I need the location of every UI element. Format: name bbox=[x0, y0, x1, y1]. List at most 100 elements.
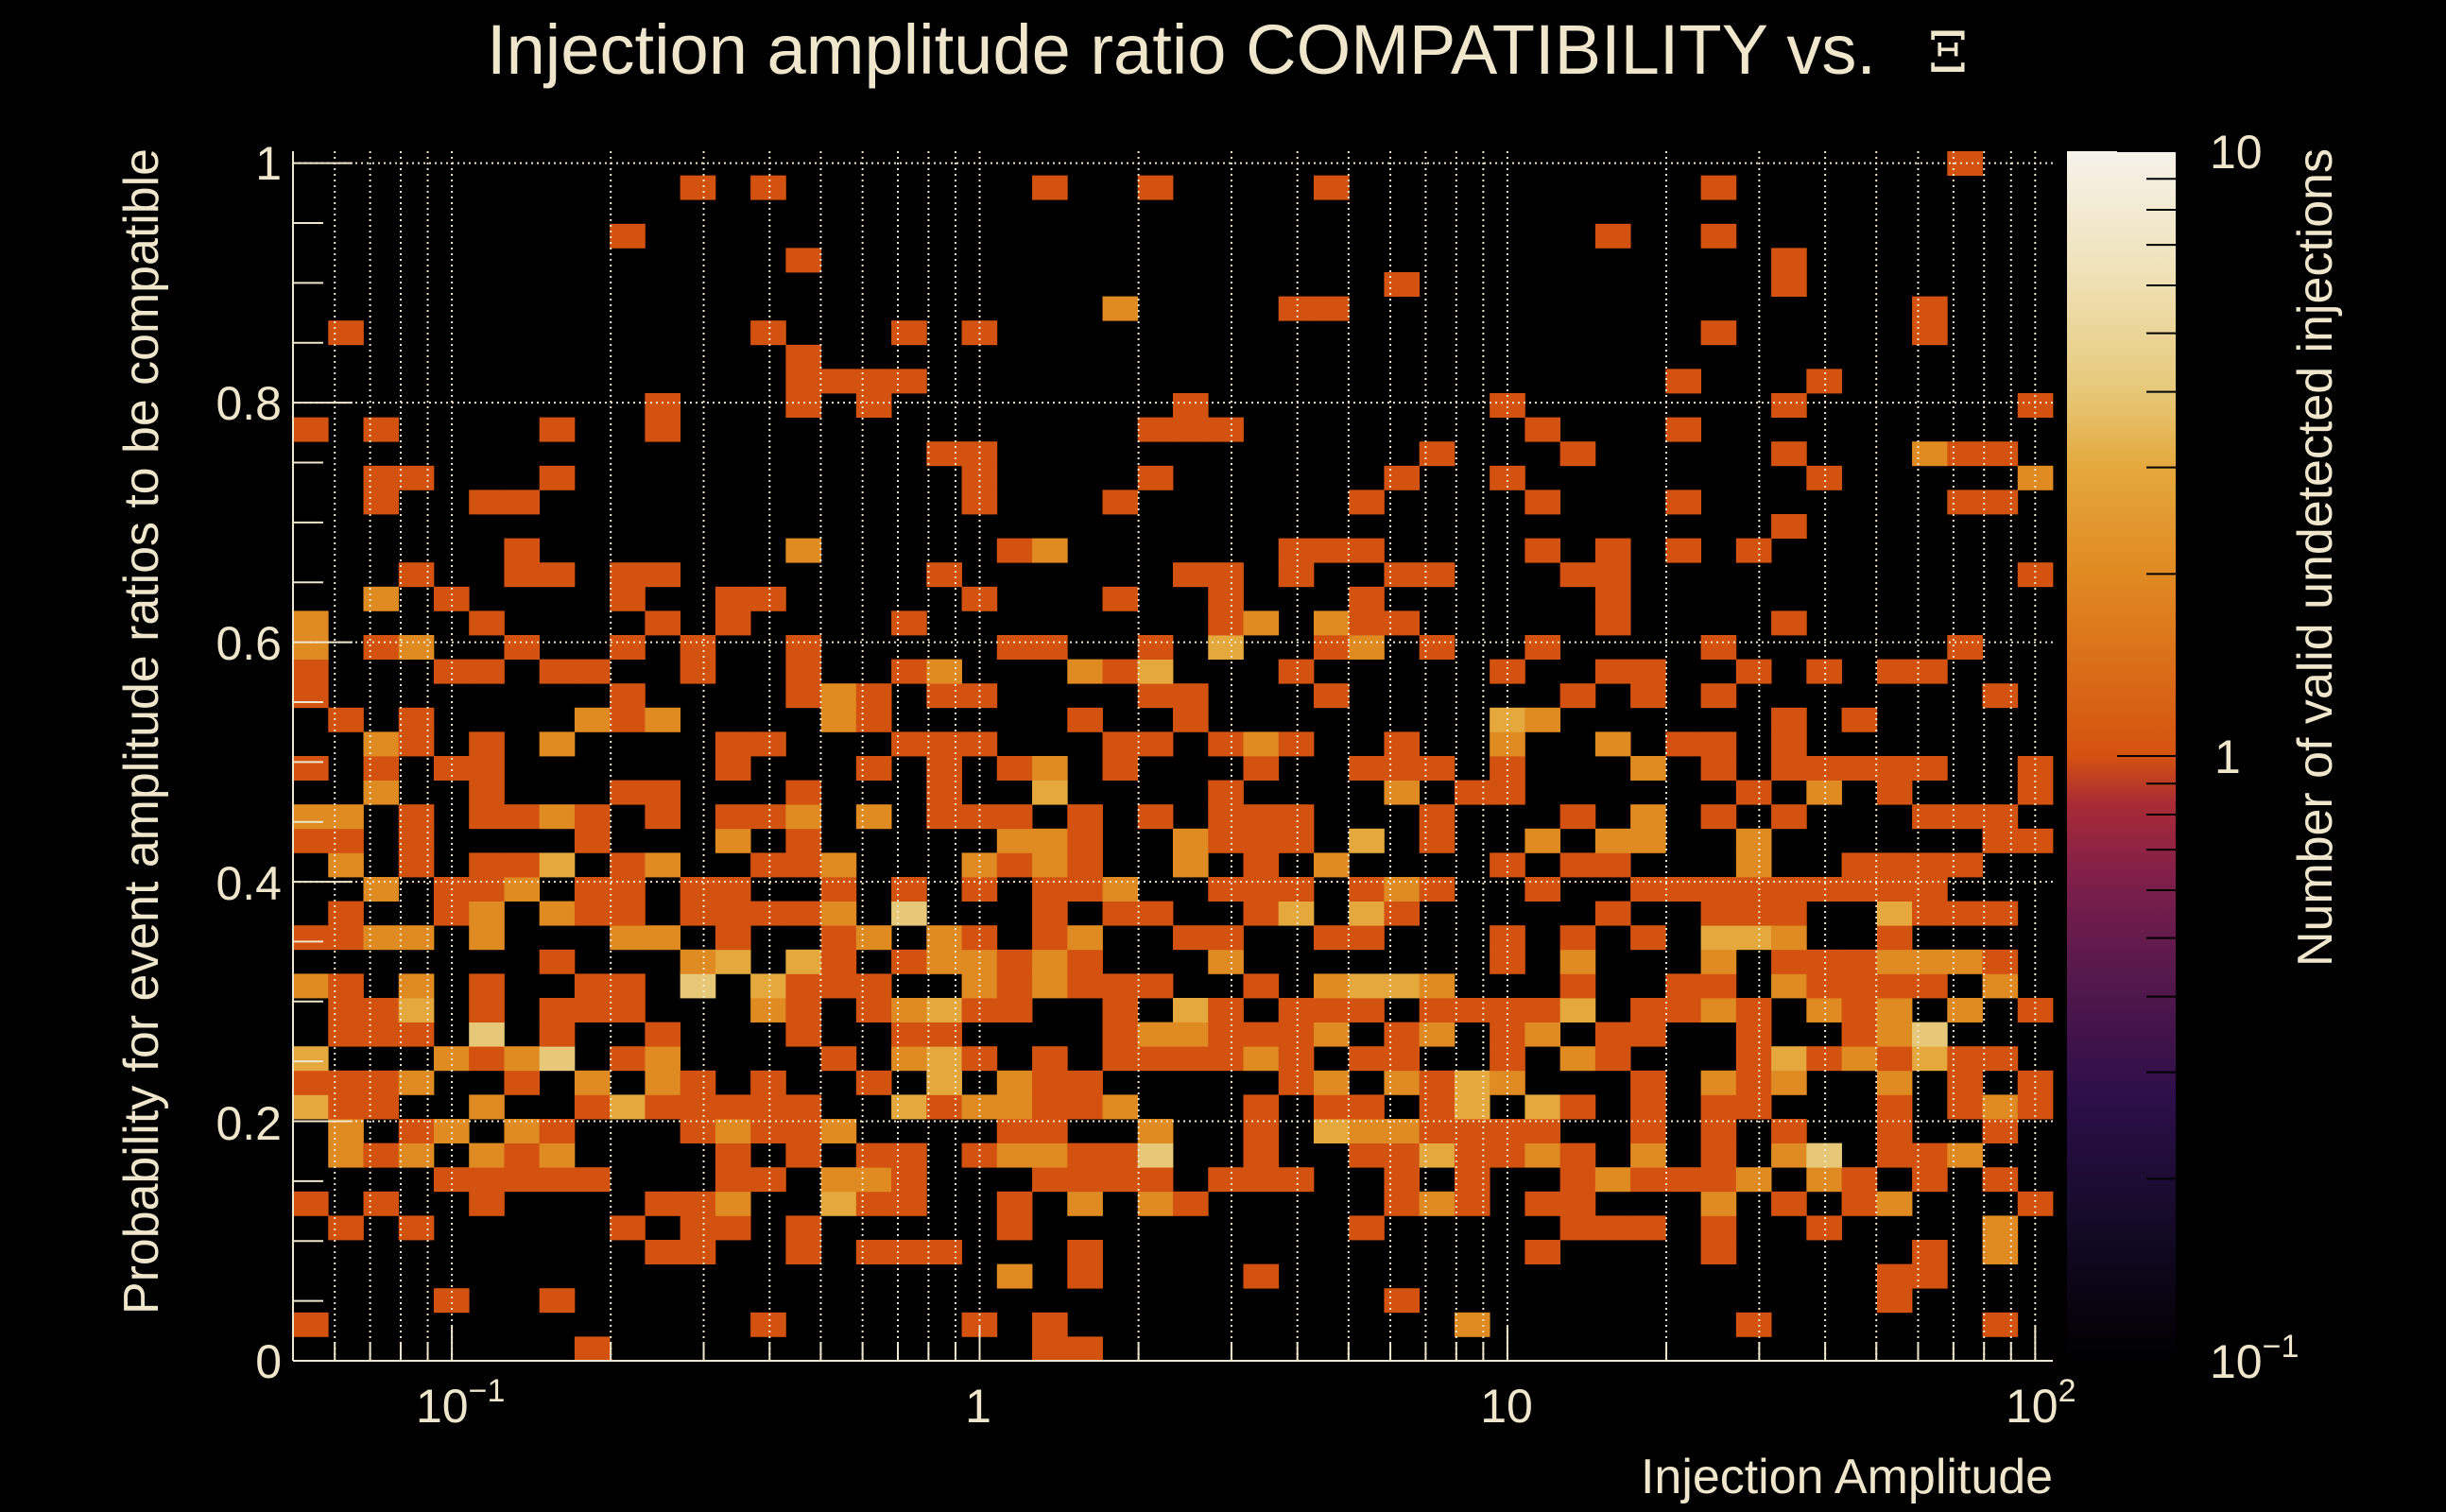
heatmap-cell bbox=[996, 973, 1033, 999]
heatmap-cell bbox=[1243, 877, 1280, 902]
heatmap-cell bbox=[1208, 877, 1244, 902]
heatmap-cell bbox=[1137, 1119, 1174, 1143]
heatmap-cell bbox=[1771, 514, 1807, 539]
heatmap-cell bbox=[1982, 973, 2019, 999]
heatmap-cell bbox=[1700, 1143, 1737, 1168]
heatmap-cell bbox=[1278, 901, 1315, 926]
heatmap-cell bbox=[785, 949, 821, 974]
heatmap-cell bbox=[1594, 852, 1631, 878]
heatmap-cell bbox=[785, 828, 821, 853]
heatmap-cell bbox=[1700, 683, 1737, 709]
heatmap-cell bbox=[680, 901, 716, 926]
heatmap-cell bbox=[750, 1094, 786, 1120]
heatmap-cell bbox=[469, 780, 505, 805]
heatmap-cell bbox=[293, 417, 329, 442]
heatmap-cell bbox=[504, 1143, 541, 1168]
heatmap-cell bbox=[645, 1240, 681, 1264]
heatmap-cell bbox=[398, 998, 435, 1022]
heatmap-cell bbox=[1419, 1022, 1456, 1047]
heatmap-cell bbox=[1559, 1167, 1596, 1193]
heatmap-cell bbox=[1137, 1046, 1174, 1072]
heatmap-cell bbox=[1876, 1143, 1913, 1168]
heatmap-cell bbox=[645, 1070, 681, 1095]
heatmap-cell bbox=[1700, 1215, 1737, 1241]
heatmap-cell bbox=[1349, 1046, 1385, 1072]
heatmap-cell bbox=[680, 175, 716, 200]
heatmap-cell bbox=[785, 538, 821, 563]
heatmap-cell bbox=[1841, 756, 1878, 781]
heatmap-cell bbox=[504, 538, 541, 563]
heatmap-cell bbox=[1208, 998, 1244, 1022]
heatmap-cell bbox=[855, 1167, 892, 1193]
heatmap-cell bbox=[785, 901, 821, 926]
heatmap-cell bbox=[1032, 973, 1068, 999]
heatmap-cell bbox=[1067, 659, 1103, 684]
heatmap-cell bbox=[1032, 635, 1068, 660]
heatmap-cell bbox=[1876, 1191, 1913, 1216]
heatmap-cell bbox=[1349, 1215, 1385, 1241]
heatmap-cell bbox=[1067, 1094, 1103, 1120]
heatmap-cell bbox=[926, 925, 962, 951]
heatmap-cell bbox=[1102, 1143, 1139, 1168]
heatmap-cell bbox=[1067, 1191, 1103, 1216]
heatmap-cell bbox=[1876, 756, 1913, 781]
heatmap-cell bbox=[1594, 1022, 1631, 1047]
heatmap-cell bbox=[1912, 901, 1948, 926]
heatmap-cell bbox=[1032, 828, 1068, 853]
heatmap-cell bbox=[328, 852, 364, 878]
heatmap-cell bbox=[1102, 901, 1139, 926]
heatmap-cell bbox=[539, 804, 576, 830]
heatmap-cell bbox=[1419, 756, 1456, 781]
heatmap-cell bbox=[1173, 393, 1209, 418]
heatmap-cell bbox=[645, 1046, 681, 1072]
heatmap-cell bbox=[539, 901, 576, 926]
heatmap-cell bbox=[1173, 828, 1209, 853]
heatmap-cell bbox=[1278, 828, 1315, 853]
heatmap-cell bbox=[1735, 659, 1772, 684]
heatmap-cell bbox=[715, 949, 751, 974]
heatmap-cell bbox=[1735, 538, 1772, 563]
heatmap-cell bbox=[1102, 756, 1139, 781]
heatmap-cell bbox=[1982, 1046, 2019, 1072]
heatmap-cell bbox=[1524, 707, 1561, 732]
heatmap-cell bbox=[1912, 852, 1948, 878]
heatmap-cell bbox=[1841, 998, 1878, 1022]
heatmap-cell bbox=[1278, 1022, 1315, 1047]
heatmap-cell bbox=[1349, 828, 1385, 853]
heatmap-cell bbox=[1102, 1094, 1139, 1120]
heatmap-cell bbox=[855, 756, 892, 781]
heatmap-cell bbox=[433, 586, 470, 611]
heatmap-cell bbox=[855, 925, 892, 951]
heatmap-cell bbox=[926, 756, 962, 781]
heatmap-cell bbox=[1349, 538, 1385, 563]
heatmap-cell bbox=[926, 949, 962, 974]
heatmap-cell bbox=[539, 417, 576, 442]
heatmap-cell bbox=[750, 175, 786, 200]
heatmap-cell bbox=[1912, 1167, 1948, 1193]
heatmap-cell bbox=[1700, 1094, 1737, 1120]
heatmap-cell bbox=[1313, 538, 1350, 563]
heatmap-cell bbox=[610, 707, 646, 732]
heatmap-cell bbox=[1559, 1191, 1596, 1216]
heatmap-cell bbox=[1067, 925, 1103, 951]
heatmap-cell bbox=[1419, 1143, 1456, 1168]
heatmap-cell bbox=[1841, 707, 1878, 732]
heatmap-cell bbox=[1243, 852, 1280, 878]
heatmap-cell bbox=[785, 393, 821, 418]
heatmap-cell bbox=[1067, 973, 1103, 999]
x-tick-label-base: 10 bbox=[416, 1380, 469, 1433]
heatmap-cell bbox=[610, 562, 646, 588]
heatmap-cell bbox=[715, 756, 751, 781]
heatmap-cell bbox=[1313, 998, 1350, 1022]
heatmap-cell bbox=[1735, 998, 1772, 1022]
heatmap-cell bbox=[1173, 1046, 1209, 1072]
heatmap-cell bbox=[1630, 683, 1666, 709]
heatmap-cell bbox=[1630, 659, 1666, 684]
heatmap-cell bbox=[1594, 828, 1631, 853]
heatmap-cell bbox=[398, 1119, 435, 1143]
heatmap-cell bbox=[1313, 973, 1350, 999]
heatmap-cell bbox=[750, 1167, 786, 1193]
heatmap-cell bbox=[1594, 1046, 1631, 1072]
heatmap-cell bbox=[398, 1022, 435, 1047]
heatmap-cell bbox=[469, 610, 505, 636]
